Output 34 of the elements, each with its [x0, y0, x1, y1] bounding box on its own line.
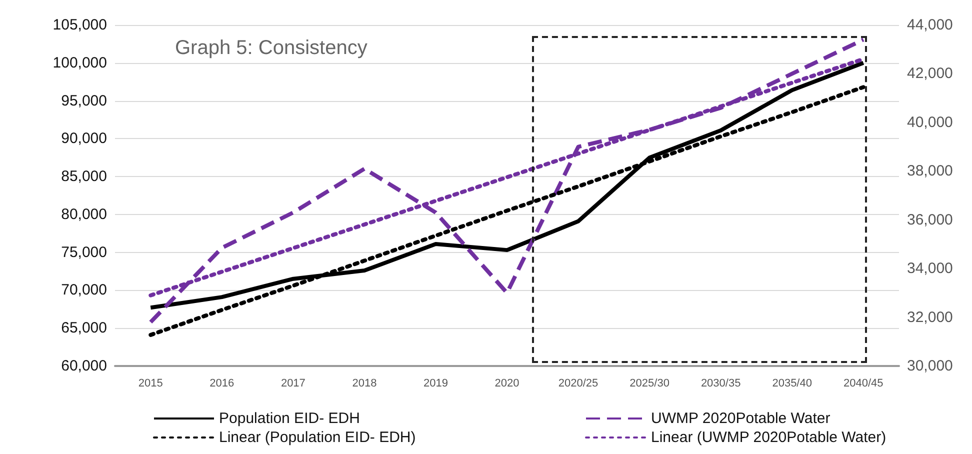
- y-tick-label: 70,000: [61, 282, 107, 299]
- x-tick-label: 2030/35: [700, 378, 741, 390]
- legend-label: Population EID- EDH: [219, 410, 360, 427]
- y-tick-label: 100,000: [52, 54, 107, 72]
- legend-label: Linear (Population EID- EDH): [219, 429, 416, 446]
- y-tick-label: 90,000: [61, 130, 107, 148]
- x-tick-label: 2016: [210, 378, 234, 390]
- y-tick-label: 80,000: [61, 206, 107, 223]
- y-tick-label: 75,000: [61, 244, 107, 261]
- text: Graph 5: Consistency: [175, 37, 368, 59]
- y2-tick-label: 34,000: [907, 260, 953, 278]
- x-tick-label: 2035/40: [772, 378, 812, 390]
- x-tick-label: 2017: [280, 378, 306, 390]
- y2-tick-label: 38,000: [907, 162, 953, 180]
- y-tick-label: 105,000: [52, 16, 107, 34]
- y2-tick-label: 32,000: [907, 308, 953, 326]
- x-tick-label: 2020/25: [558, 378, 598, 390]
- y-tick-label: 60,000: [61, 358, 107, 374]
- y2-tick-label: 42,000: [907, 65, 953, 82]
- x-tick-label: 2040/45: [843, 378, 884, 390]
- x-tick-label: 2018: [352, 378, 377, 390]
- y2-tick-label: 44,000: [907, 16, 953, 34]
- legend-label: Linear (UWMP 2020Potable Water): [651, 429, 886, 446]
- y2-tick-label: 30,000: [907, 358, 953, 374]
- x-tick-label: 2020: [494, 378, 520, 390]
- y2-tick-label: 36,000: [907, 211, 953, 228]
- legend-label: UWMP 2020Potable Water: [651, 410, 830, 427]
- y-tick-label: 95,000: [61, 92, 107, 110]
- x-tick-label: 2025/30: [630, 378, 670, 390]
- x-tick-label: 2015: [138, 378, 163, 390]
- y-tick-label: 85,000: [61, 168, 107, 186]
- y-tick-label: 65,000: [61, 320, 107, 337]
- y2-tick-label: 40,000: [907, 114, 953, 131]
- x-tick-label: 2019: [423, 378, 448, 390]
